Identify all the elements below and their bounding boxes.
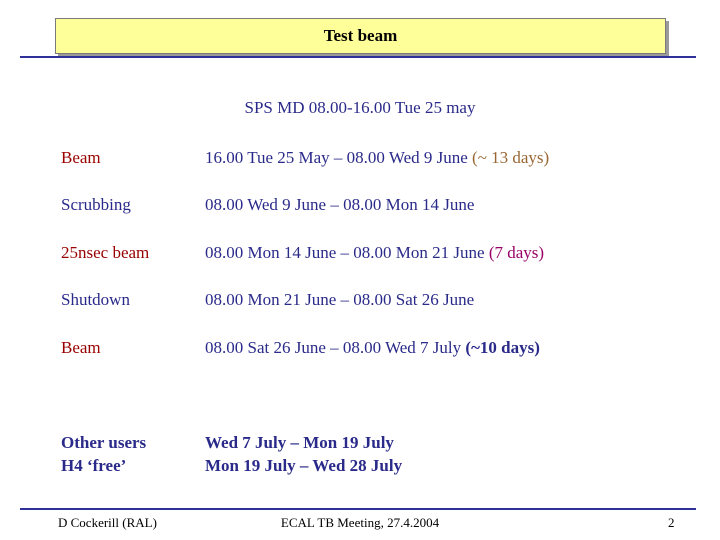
slide-title: Test beam: [55, 18, 666, 54]
other-users-label: Other users: [61, 433, 147, 452]
row-note-beam-1: (~ 13 days): [472, 148, 550, 167]
row-dates-beam-1: 16.00 Tue 25 May – 08.00 Wed 9 June: [205, 148, 468, 167]
row-label-scrubbing: Scrubbing: [61, 195, 131, 214]
row-label-25nsec: 25nsec beam: [61, 243, 150, 262]
row-value-shutdown: 08.00 Mon 21 June – 08.00 Sat 26 June: [205, 290, 475, 309]
row-label-beam-2: Beam: [61, 338, 101, 357]
row-dates-25nsec: 08.00 Mon 14 June – 08.00 Mon 21 June: [205, 243, 485, 262]
page-number: 2: [668, 515, 675, 530]
footer-meeting: ECAL TB Meeting, 27.4.2004: [280, 515, 440, 530]
row-note-25nsec: (7 days): [488, 243, 545, 262]
row-value-scrubbing: 08.00 Wed 9 June – 08.00 Mon 14 June: [205, 195, 475, 214]
row-label-beam-1: Beam: [61, 148, 101, 167]
h4-free-value: Mon 19 July – Wed 28 July: [205, 456, 403, 475]
slide-subtitle: SPS MD 08.00-16.00 Tue 25 may: [244, 98, 476, 117]
top-divider: [20, 56, 696, 58]
footer-author: D Cockerill (RAL): [58, 515, 157, 530]
row-value-25nsec: 08.00 Mon 14 June – 08.00 Mon 21 June (7…: [205, 243, 544, 263]
row-note-beam-2: (~10 days): [465, 338, 540, 357]
row-label-shutdown: Shutdown: [61, 290, 130, 309]
other-users-value: Wed 7 July – Mon 19 July: [205, 433, 394, 452]
h4-free-label: H4 ‘free’: [61, 456, 127, 475]
bottom-divider: [20, 508, 696, 510]
row-value-beam-1: 16.00 Tue 25 May – 08.00 Wed 9 June (~ 1…: [205, 148, 549, 168]
row-value-beam-2: 08.00 Sat 26 June – 08.00 Wed 7 July (~1…: [205, 338, 540, 358]
row-dates-beam-2: 08.00 Sat 26 June – 08.00 Wed 7 July: [205, 338, 462, 357]
